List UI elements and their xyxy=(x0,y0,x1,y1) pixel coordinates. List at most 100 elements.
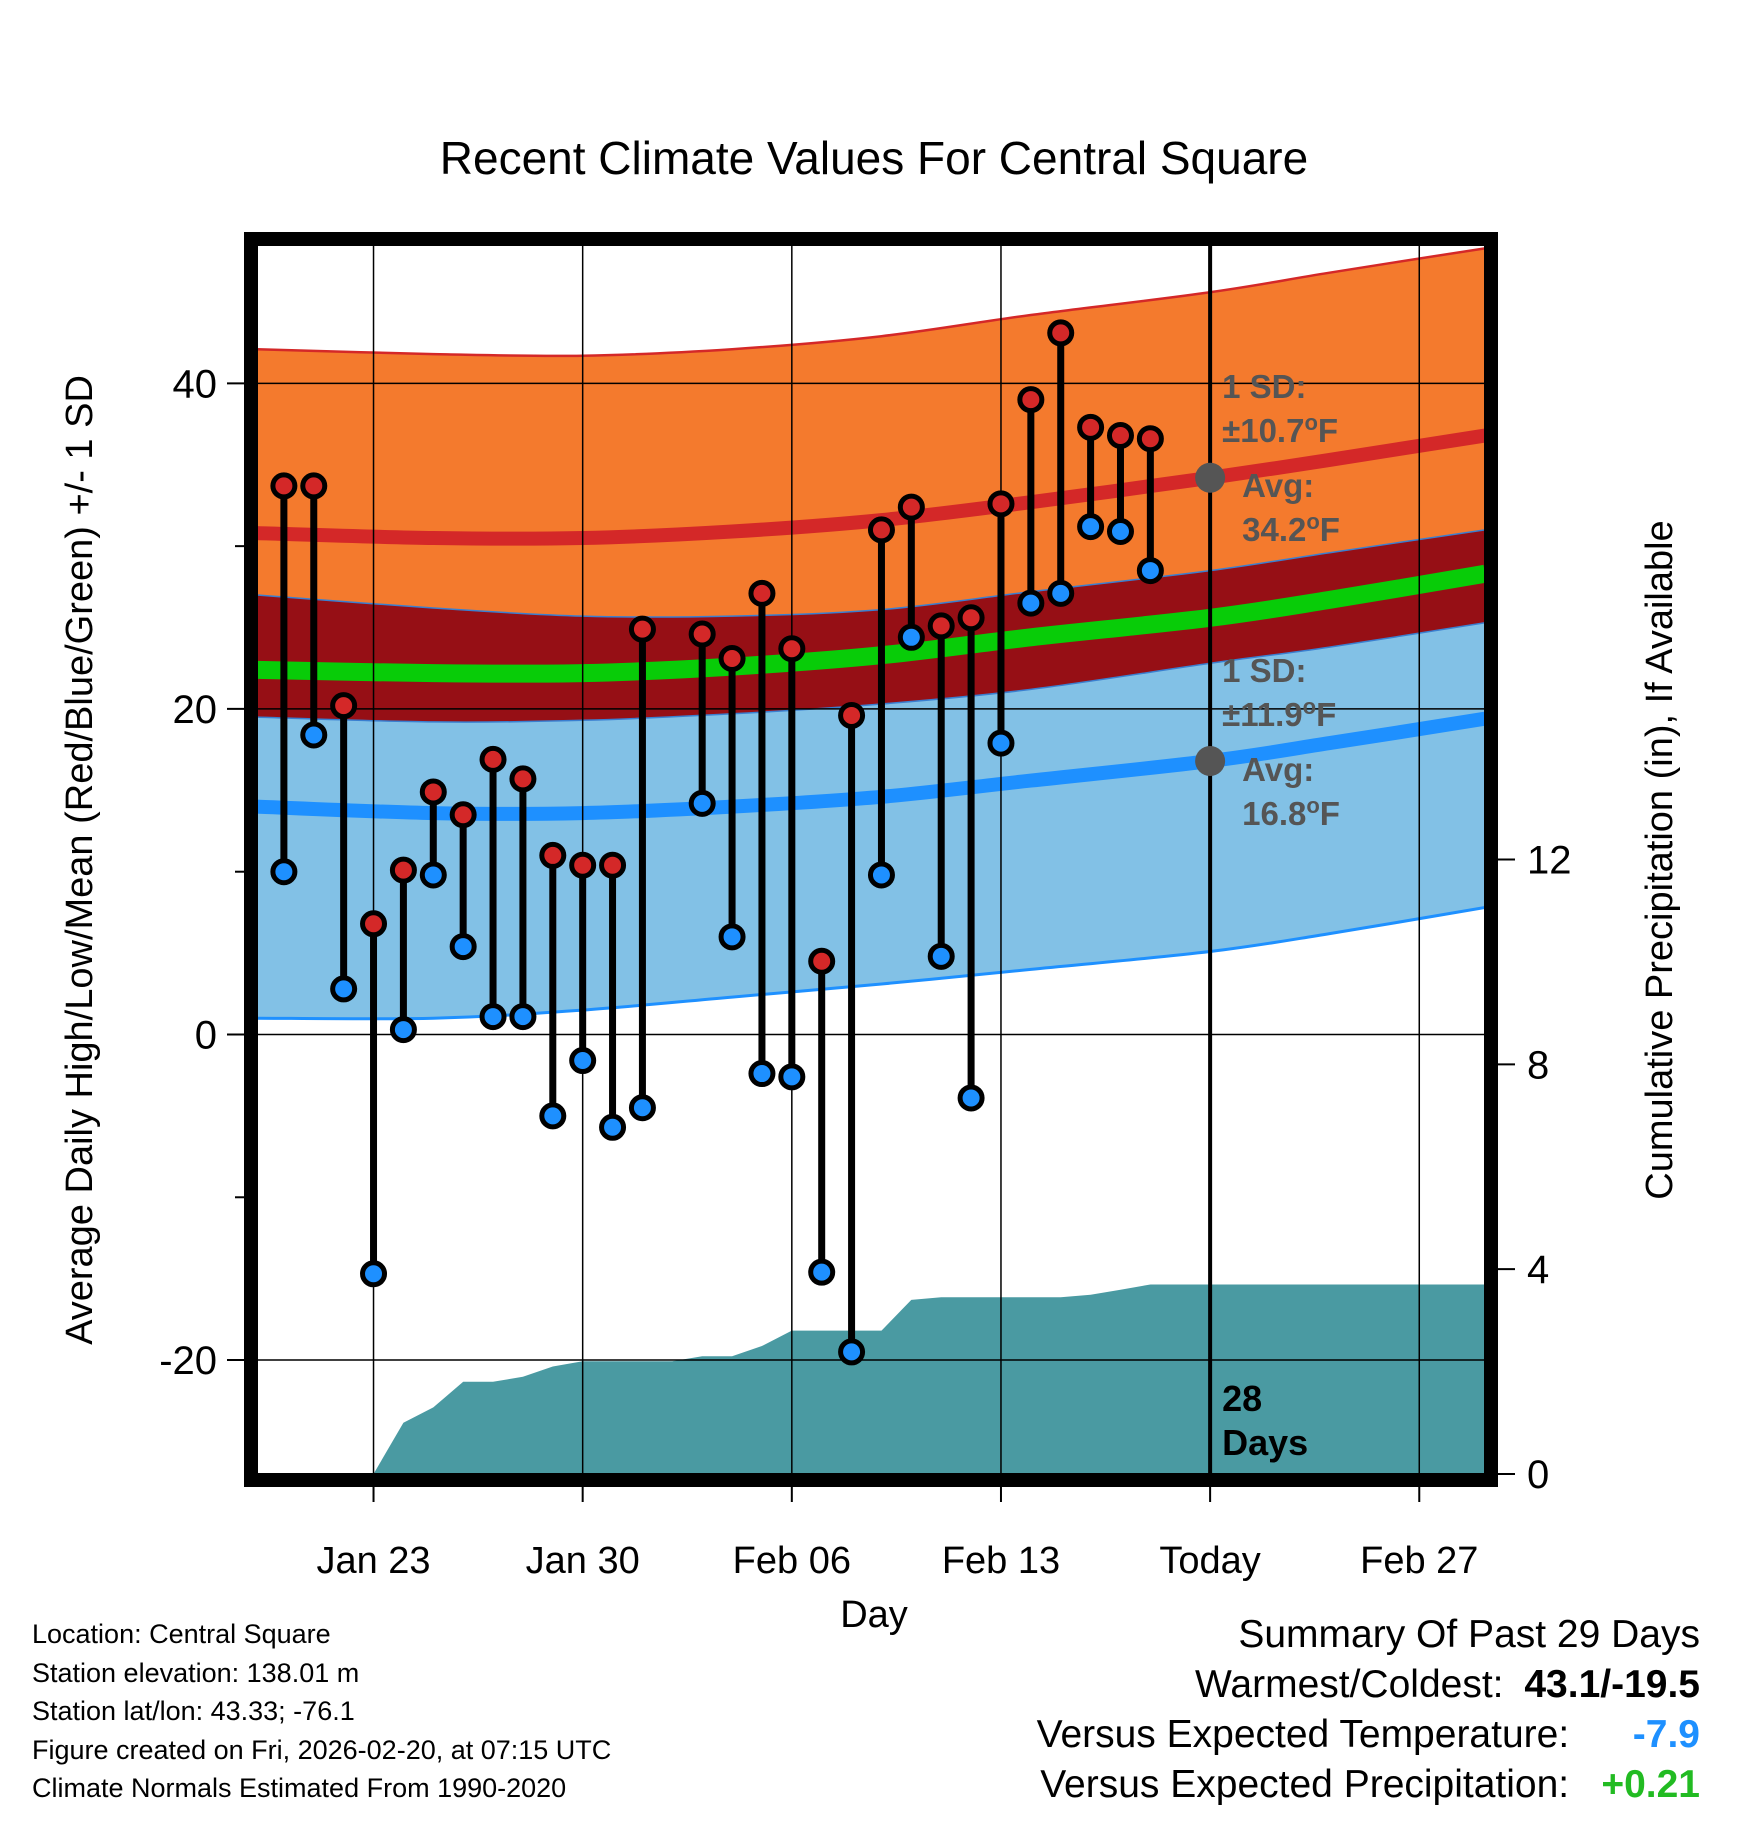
summary-title: Summary Of Past 29 Days xyxy=(1238,1613,1700,1656)
high-avg-value: 34.2oF xyxy=(1242,509,1340,548)
low-point xyxy=(509,1003,537,1031)
high-point xyxy=(1106,421,1134,449)
warmest-label: Warmest/Coldest: xyxy=(1195,1663,1504,1706)
location-text: Location: Central Square xyxy=(32,1619,331,1649)
high-point xyxy=(957,604,985,632)
plot-area xyxy=(257,245,1485,1474)
high-point xyxy=(1047,319,1075,347)
warmest-value: 43.1/-19.5 xyxy=(1524,1663,1700,1706)
y2-tick-label: 4 xyxy=(1527,1248,1549,1292)
low-point xyxy=(569,1047,597,1075)
x-tick-label: Feb 27 xyxy=(1360,1540,1478,1582)
high-point xyxy=(628,615,656,643)
low-lower-line xyxy=(257,906,1485,1021)
x-tick-label: Jan 23 xyxy=(316,1540,430,1582)
precip-area xyxy=(257,1284,1485,1474)
high-point xyxy=(688,620,716,648)
high-point xyxy=(330,692,358,720)
low-point xyxy=(688,789,716,817)
high-point xyxy=(389,856,417,884)
normals-text: Climate Normals Estimated From 1990-2020 xyxy=(32,1773,567,1803)
high-point xyxy=(748,579,776,607)
precip-label: Versus Expected Precipitation: xyxy=(1040,1763,1570,1806)
high-point xyxy=(1136,425,1164,453)
low-avg-today-marker xyxy=(1195,746,1226,777)
high-point xyxy=(509,765,537,793)
high-point xyxy=(449,801,477,829)
low-point xyxy=(957,1084,985,1112)
y-axis-label: Average Daily High/Low/Mean (Red/Blue/Gr… xyxy=(59,375,101,1345)
low-point xyxy=(419,861,447,889)
high-point xyxy=(1077,413,1105,441)
high-point xyxy=(539,841,567,869)
low-point xyxy=(838,1338,866,1366)
low-point xyxy=(449,933,477,961)
plot-overlay: 1 SD: ±10.7oF Avg: 34.2oF 1 SD: ±11.9oF Avg: 16… xyxy=(270,245,1340,1474)
elevation-text: Station elevation: 138.01 m xyxy=(32,1657,360,1688)
low-point xyxy=(389,1016,417,1044)
low-point xyxy=(1077,513,1105,541)
low-point xyxy=(599,1113,627,1141)
low-point xyxy=(718,923,746,951)
low-point xyxy=(270,858,298,886)
precip-value: +0.21 xyxy=(1601,1763,1700,1806)
y2-tick-label: 0 xyxy=(1527,1453,1549,1497)
high-point xyxy=(300,472,328,500)
high-point xyxy=(808,947,836,975)
high-point xyxy=(569,851,597,879)
low-sd-label: 1 SD: xyxy=(1222,652,1306,689)
temp-row: Versus Expected Temperature: -7.9 xyxy=(1037,1710,1700,1760)
high-upper-line xyxy=(257,247,1485,358)
chart-title: Recent Climate Values For Central Square xyxy=(440,132,1308,184)
station-info: Location: Central Square Station elevati… xyxy=(32,1615,611,1808)
days-count-label: 28 xyxy=(1222,1378,1262,1419)
low-point xyxy=(1106,517,1134,545)
created-text: Figure created on Fri, 2026-02-20, at 07… xyxy=(32,1734,612,1765)
low-point xyxy=(330,975,358,1003)
low-point xyxy=(360,1260,388,1288)
low-point xyxy=(628,1094,656,1122)
low-point xyxy=(778,1063,806,1091)
low-point xyxy=(539,1102,567,1130)
high-point xyxy=(838,701,866,729)
high-point xyxy=(360,910,388,938)
low-point xyxy=(1017,589,1045,617)
temp-value: -7.9 xyxy=(1632,1713,1700,1756)
precip-row: Versus Expected Precipitation: +0.21 xyxy=(1037,1760,1700,1810)
days-word-label: Days xyxy=(1222,1422,1308,1463)
low-point xyxy=(479,1003,507,1031)
high-point xyxy=(718,644,746,672)
latlon-text: Station lat/lon: 43.33; -76.1 xyxy=(32,1696,355,1726)
high-point xyxy=(479,745,507,773)
low-point xyxy=(867,861,895,889)
high-point xyxy=(1017,386,1045,414)
low-point xyxy=(748,1060,776,1088)
x-tick-label: Jan 30 xyxy=(526,1540,640,1582)
y-tick-label: 20 xyxy=(173,688,218,732)
x-tick-label: Feb 13 xyxy=(942,1540,1060,1582)
axes: -20 0 20 40 0 4 8 12 Jan 23 Jan 30 Feb 06 Feb 13 Tod… xyxy=(59,132,1681,1636)
x-tick-label: Feb 06 xyxy=(733,1540,851,1582)
low-avg-label: Avg: xyxy=(1242,751,1314,788)
warmest-row: Warmest/Coldest: 43.1/-19.5 xyxy=(1037,1660,1700,1710)
high-point xyxy=(599,851,627,879)
y2-tick-label: 12 xyxy=(1527,839,1572,883)
summary-panel: Summary Of Past 29 Days Warmest/Coldest:… xyxy=(1037,1610,1700,1810)
x-tick-label: Today xyxy=(1159,1540,1260,1582)
high-point xyxy=(419,778,447,806)
temp-label: Versus Expected Temperature: xyxy=(1036,1713,1570,1756)
low-point xyxy=(927,942,955,970)
low-point xyxy=(300,721,328,749)
x-axis-label: Day xyxy=(840,1594,908,1636)
low-point xyxy=(897,623,925,651)
high-sd-value: ±10.7oF xyxy=(1222,410,1338,449)
y-tick-label: -20 xyxy=(159,1339,217,1383)
high-point xyxy=(867,516,895,544)
plot-frame xyxy=(244,232,1498,1487)
y2-axis-label: Cumulative Precipitation (in), If Availa… xyxy=(1639,520,1681,1199)
high-point xyxy=(270,472,298,500)
high-point xyxy=(778,635,806,663)
y2-tick-label: 8 xyxy=(1527,1043,1549,1087)
high-point xyxy=(897,493,925,521)
